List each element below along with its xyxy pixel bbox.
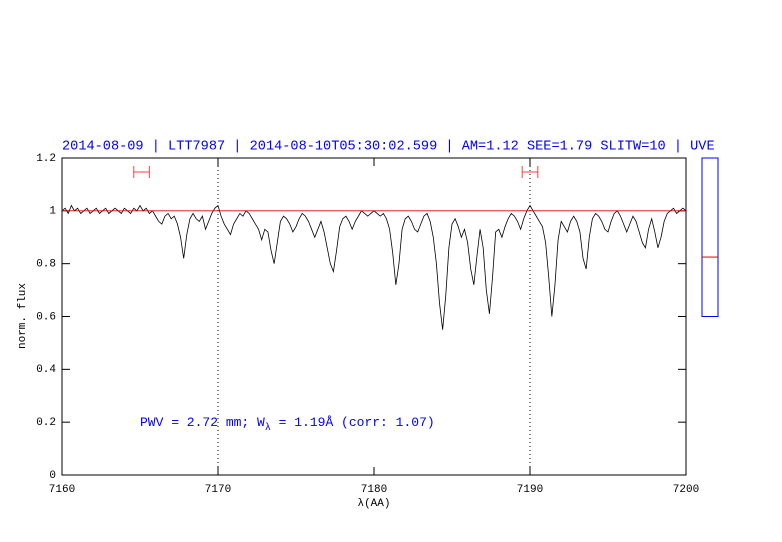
y-tick-label: 0.8 [36, 259, 56, 271]
x-tick-label: 7170 [205, 484, 231, 496]
x-tick-label: 7160 [49, 484, 75, 496]
x-axis-label: λ(AA) [357, 498, 390, 510]
y-tick-label: 0.2 [36, 417, 56, 429]
y-tick-label: 0.4 [36, 364, 56, 376]
annotation-subscript: λ [265, 422, 271, 434]
annotation-rest: = 1.19Å (corr: 1.07) [271, 415, 435, 430]
y-tick-label: 0.6 [36, 311, 56, 323]
y-tick-label: 1.2 [36, 153, 56, 165]
x-tick-label: 7200 [673, 484, 699, 496]
annotation-text: PWV = 2.72 mm; W [140, 415, 265, 430]
y-axis-label: norm. flux [17, 283, 29, 349]
x-tick-label: 7190 [517, 484, 543, 496]
annotation: PWV = 2.72 mm; Wλ = 1.19Å (corr: 1.07) [140, 415, 435, 433]
side-gauge-frame [701, 157, 719, 317]
x-tick-label: 7180 [361, 484, 387, 496]
y-tick-label: 1 [49, 206, 56, 218]
y-tick-label: 0 [49, 470, 56, 482]
spectrum-line [61, 204, 687, 330]
chart-title: 2014-08-09 | LTT7987 | 2014-08-10T05:30:… [62, 140, 715, 155]
